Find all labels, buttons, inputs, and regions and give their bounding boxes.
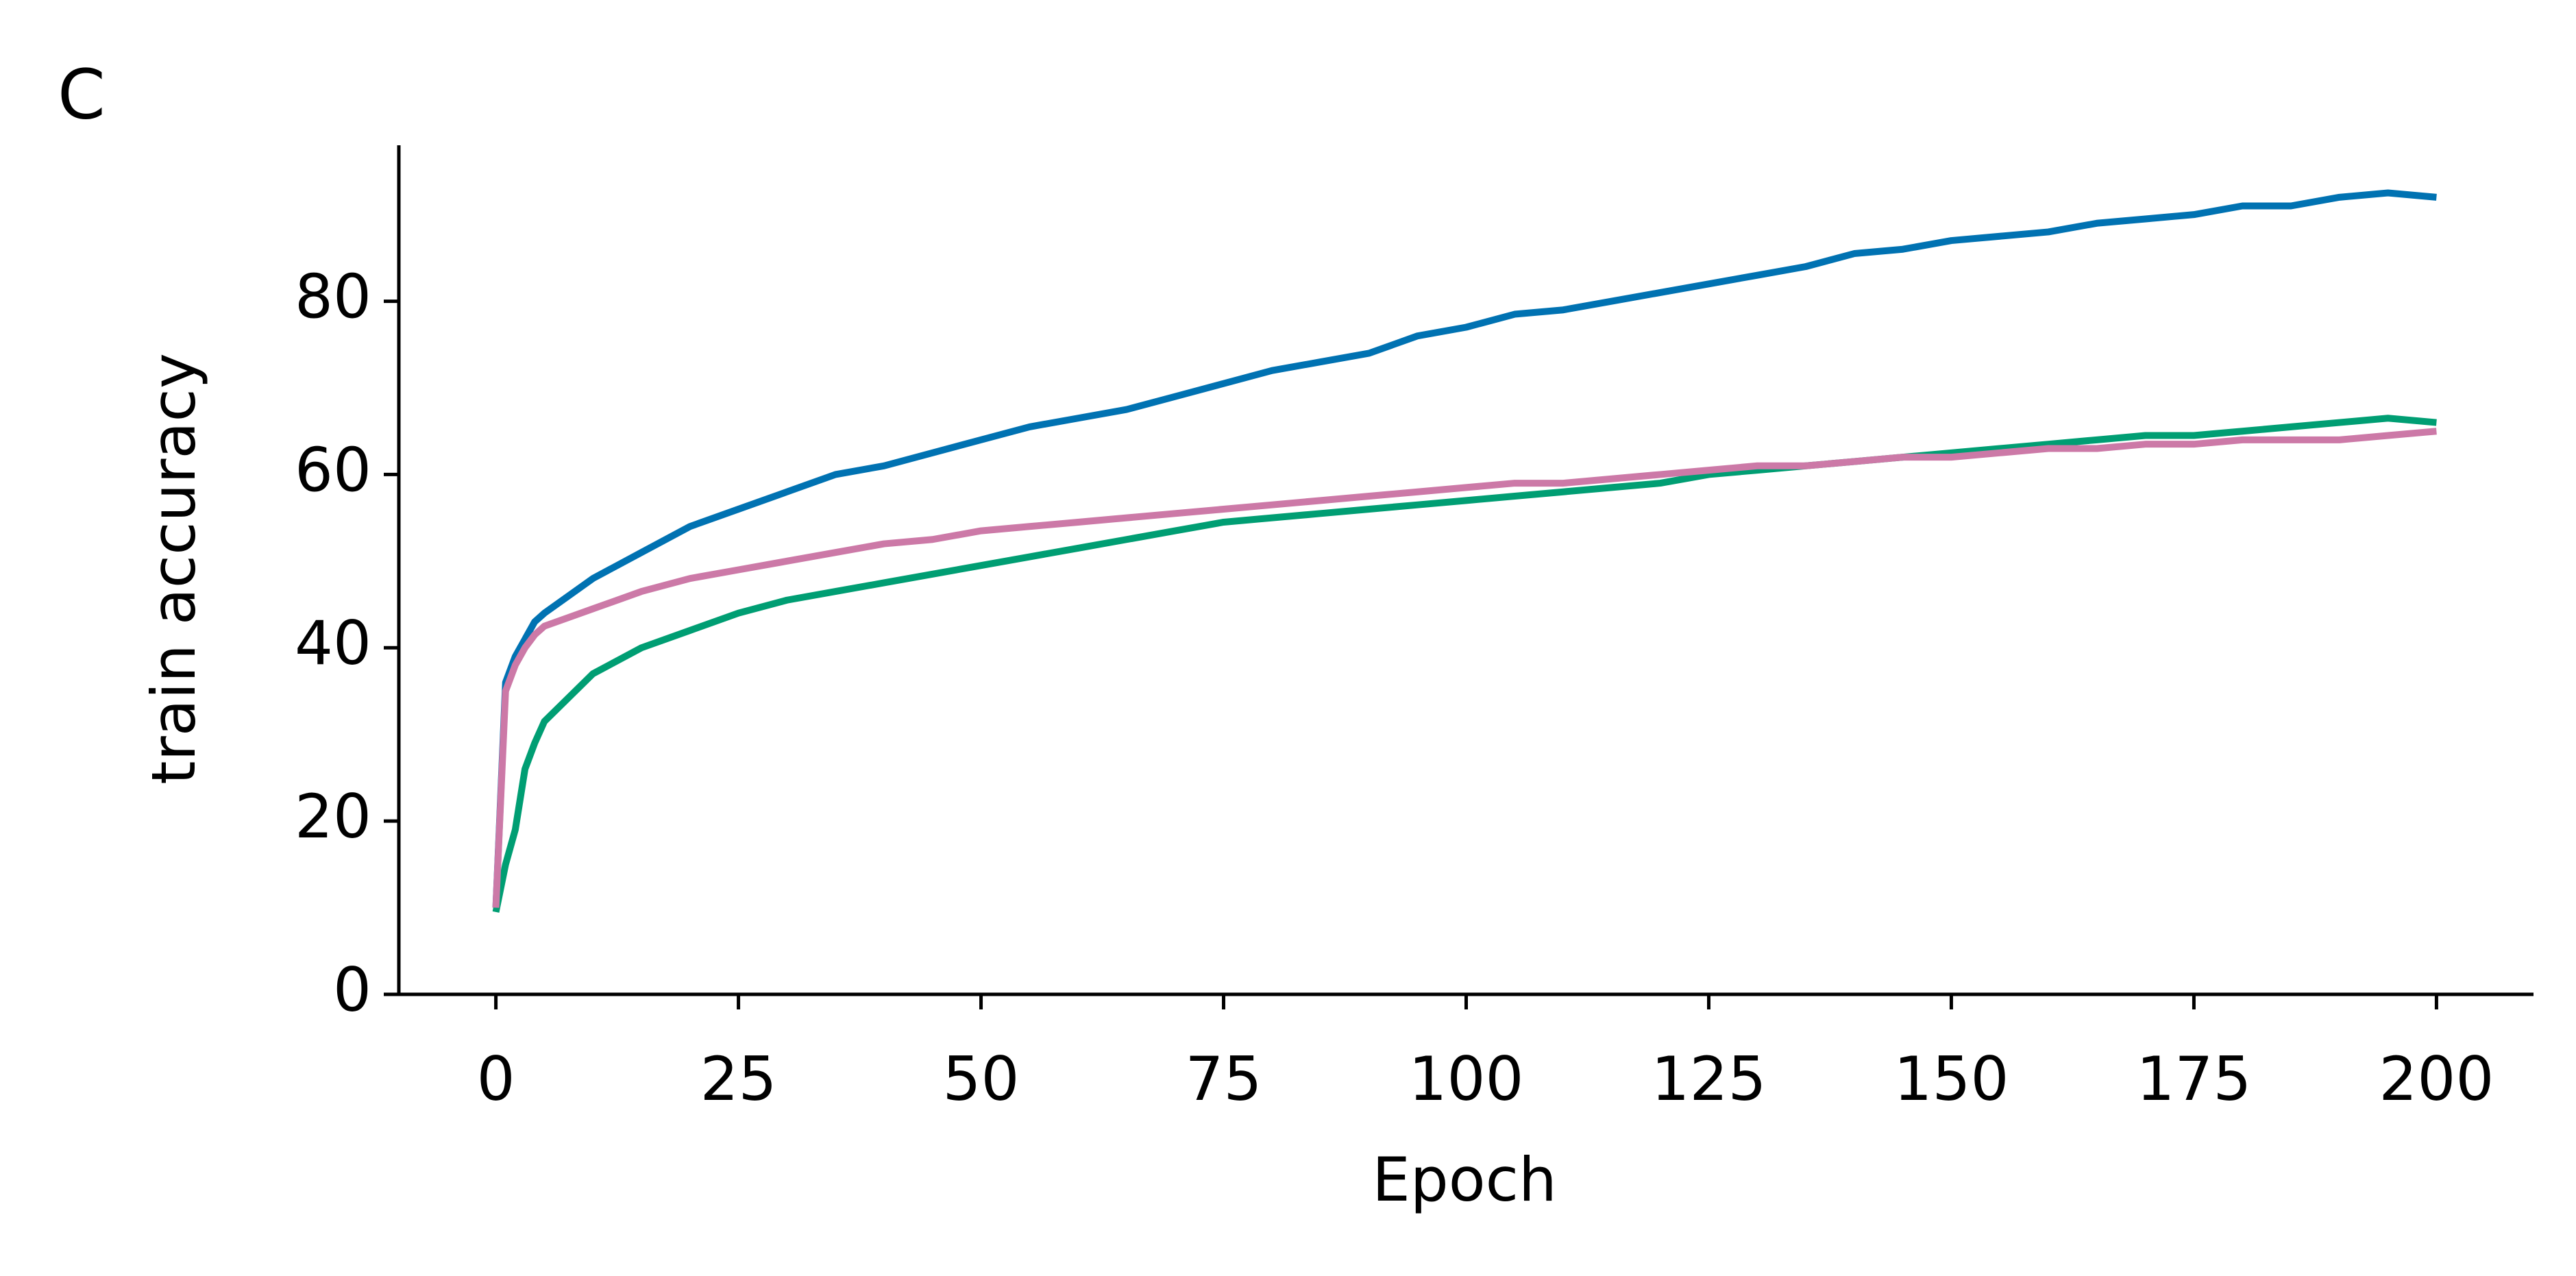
x-axis-label: Epoch [1372, 1144, 1556, 1215]
x-tick-label: 175 [2136, 1044, 2251, 1114]
line-series [492, 189, 2437, 908]
y-axis-label: train accuracy [138, 353, 209, 785]
x-tick-label: 25 [700, 1044, 777, 1114]
line-series [492, 415, 2437, 913]
x-tick-label: 200 [2379, 1044, 2494, 1114]
x-tick-label: 50 [943, 1044, 1020, 1114]
panel-label: C [58, 54, 106, 134]
y-tick-label: 40 [295, 608, 371, 678]
y-tick-label: 20 [295, 781, 371, 852]
y-tick-label: 80 [295, 261, 371, 332]
x-tick-label: 0 [477, 1044, 515, 1114]
x-tick-label: 150 [1893, 1044, 2009, 1114]
line-series [492, 428, 2437, 908]
y-tick-label: 0 [333, 955, 371, 1025]
x-tick-label: 75 [1186, 1044, 1262, 1114]
y-tick-label: 60 [295, 434, 371, 505]
x-tick-label: 125 [1651, 1044, 1766, 1114]
x-tick-label: 100 [1409, 1044, 1524, 1114]
